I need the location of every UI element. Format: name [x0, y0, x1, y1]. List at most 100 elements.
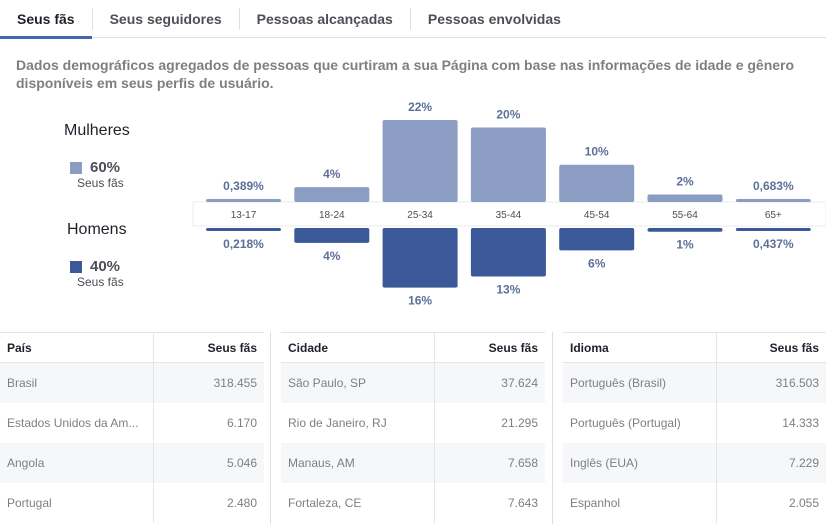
country-name: Brasil [0, 362, 153, 403]
age-tick-label: 13-17 [231, 210, 257, 221]
men-bar-45-54[interactable] [559, 228, 635, 251]
tab-pessoas-alcancadas[interactable]: Pessoas alcançadas [256, 10, 393, 27]
table-row: Portugal 2.480 [0, 482, 264, 523]
women-value-label: 0,683% [753, 179, 794, 193]
men-value-label: 16% [408, 294, 432, 308]
demographics-description: Dados demográficos agregados de pessoas … [16, 57, 795, 91]
table-divider [270, 332, 271, 524]
tab-divider [91, 7, 93, 30]
table-row: Português (Portugal) 14.333 [563, 402, 826, 443]
women-bar-65+[interactable] [735, 199, 811, 202]
country-table: País Seus fãs Brasil 318.455 Estados Unid… [0, 332, 264, 523]
women-bar-13-17[interactable] [206, 199, 281, 202]
language-name: Português (Brasil) [563, 362, 716, 403]
tab-seus-seguidores[interactable]: Seus seguidores [109, 10, 222, 27]
women-value-label: 4% [323, 167, 341, 181]
city-fans: 7.643 [433, 482, 545, 523]
language-name: Espanhol [570, 495, 621, 510]
legend-men-label: Homens [67, 221, 127, 238]
language-fans: 14.333 [715, 402, 826, 443]
city-fans: 7.658 [433, 442, 545, 483]
women-bar-45-54[interactable] [559, 164, 635, 202]
language-name: Inglês (EUA) [563, 442, 716, 483]
country-fans: 2.480 [152, 482, 264, 523]
legend-men-sub: Seus fãs [77, 275, 124, 289]
tab-pessoas-envolvidas[interactable]: Pessoas envolvidas [427, 10, 561, 27]
table-row: Estados Unidos da Am... 6.170 [0, 402, 264, 443]
table-row: Fortaleza, CE 7.643 [281, 482, 545, 523]
table-divider [552, 332, 553, 524]
women-value-label: 2% [676, 175, 694, 189]
legend-men-percent-value: 40% [90, 258, 121, 275]
age-tick-label: 55-64 [672, 210, 698, 221]
table-row: Rio de Janeiro, RJ 21.295 [281, 402, 545, 443]
language-fans-header[interactable]: Seus fãs [715, 332, 826, 363]
women-bar-18-24[interactable] [294, 187, 370, 202]
legend-women-label: Mulheres [64, 122, 130, 139]
table-row: Espanhol 2.055 [563, 482, 826, 523]
legend-women-percent: 60% [70, 159, 120, 176]
city-name: Fortaleza, CE [288, 495, 362, 510]
legend-women-sub: Seus fãs [77, 176, 124, 190]
country-fans-header[interactable]: Seus fãs [152, 332, 264, 363]
age-axis-band [192, 201, 826, 227]
city-name: São Paulo, SP [281, 362, 434, 403]
city-fans: 21.295 [433, 402, 545, 443]
country-fans: 5.046 [152, 442, 264, 483]
table-row: Manaus, AM 7.658 [281, 442, 545, 483]
age-tick-label: 65+ [765, 210, 782, 221]
legend-men-percent: 40% [70, 258, 120, 275]
table-row: Brasil 318.455 [0, 362, 264, 403]
city-table: Cidade Seus fãs São Paulo, SP 37.624 Rio … [281, 332, 545, 523]
women-bar-55-64[interactable] [647, 194, 723, 202]
tab-divider [238, 7, 240, 30]
city-header[interactable]: Cidade [281, 332, 434, 363]
language-fans: 2.055 [715, 482, 826, 523]
women-value-label: 20% [496, 107, 520, 121]
age-tick-label: 25-34 [407, 210, 433, 221]
tab-divider [409, 7, 411, 30]
tab-bar: Seus fãs Seus seguidores Pessoas alcança… [0, 0, 826, 39]
language-fans: 316.503 [715, 362, 826, 403]
women-value-label: 10% [585, 145, 609, 159]
men-bar-55-64[interactable] [647, 228, 723, 232]
language-header[interactable]: Idioma [563, 332, 716, 363]
legend-men-swatch [70, 260, 82, 273]
city-name: Rio de Janeiro, RJ [288, 415, 387, 430]
country-fans: 318.455 [152, 362, 264, 403]
legend-women-swatch [70, 161, 82, 174]
tab-seus-fas[interactable]: Seus fãs [0, 0, 92, 39]
language-table: Idioma Seus fãs Português (Brasil) 316.50… [563, 332, 826, 523]
table-row: Inglês (EUA) 7.229 [563, 442, 826, 483]
women-value-label: 22% [408, 100, 432, 114]
table-row: Angola 5.046 [0, 442, 264, 483]
country-header[interactable]: País [0, 332, 153, 363]
age-tick-label: 18-24 [319, 210, 345, 221]
men-value-label: 0,437% [753, 237, 794, 251]
women-bar-35-44[interactable] [470, 127, 546, 202]
men-value-label: 4% [323, 249, 341, 263]
city-fans-header[interactable]: Seus fãs [433, 332, 545, 363]
language-name: Português (Portugal) [570, 415, 681, 430]
language-fans: 7.229 [715, 442, 826, 483]
men-value-label: 13% [496, 282, 520, 296]
men-bar-18-24[interactable] [294, 228, 370, 243]
country-fans: 6.170 [152, 402, 264, 443]
table-row: Português (Brasil) 316.503 [563, 362, 826, 403]
country-name: Angola [0, 442, 153, 483]
age-tick-label: 45-54 [584, 210, 610, 221]
age-tick-label: 35-44 [496, 210, 522, 221]
country-name: Portugal [7, 495, 52, 510]
legend-women-percent-value: 60% [90, 159, 121, 176]
city-fans: 37.624 [433, 362, 545, 403]
men-bar-13-17[interactable] [206, 228, 281, 231]
men-bar-35-44[interactable] [470, 228, 546, 277]
women-bar-25-34[interactable] [382, 120, 458, 202]
country-name: Estados Unidos da Am... [7, 415, 139, 430]
men-bar-25-34[interactable] [382, 228, 458, 288]
men-value-label: 6% [588, 256, 606, 270]
men-value-label: 0,218% [223, 237, 264, 251]
age-gender-chart: 0,389% 0,218% 13-17 4% 4% 18-24 22% 16% 25-34 20%… [192, 100, 826, 308]
women-value-label: 0,389% [223, 179, 264, 193]
men-bar-65+[interactable] [735, 228, 811, 231]
